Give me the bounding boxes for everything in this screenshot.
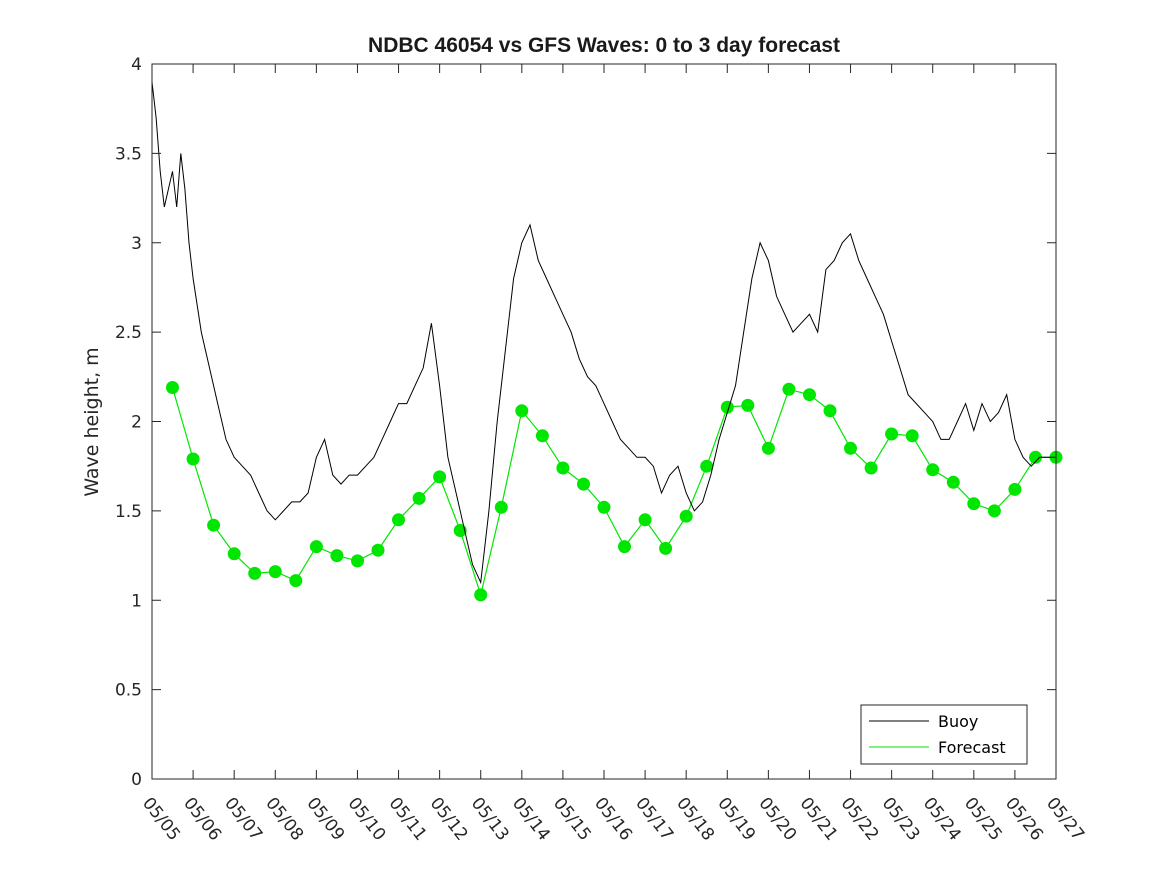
forecast-point bbox=[494, 500, 508, 514]
forecast-point bbox=[268, 565, 282, 579]
forecast-point bbox=[330, 549, 344, 563]
y-tick-label: 0 bbox=[131, 770, 142, 790]
forecast-point bbox=[967, 497, 981, 511]
forecast-point bbox=[1008, 482, 1022, 496]
forecast-point bbox=[392, 513, 405, 527]
legend-buoy-label: Buoy bbox=[938, 712, 978, 731]
forecast-point bbox=[166, 381, 179, 394]
forecast-point bbox=[289, 574, 303, 588]
y-tick-label: 3.5 bbox=[115, 144, 142, 164]
forecast-point bbox=[371, 543, 385, 557]
y-axis-label: Wave height, m bbox=[81, 347, 103, 496]
forecast-point bbox=[618, 540, 631, 554]
y-axis: 0 0.5 1 1.5 2 2.5 3 3.5 4 bbox=[115, 55, 1056, 790]
y-tick-label: 2.5 bbox=[115, 323, 142, 343]
forecast-point bbox=[1029, 450, 1042, 464]
legend-box bbox=[860, 704, 1028, 765]
y-tick-label: 3 bbox=[131, 234, 142, 254]
forecast-point bbox=[515, 404, 529, 418]
forecast-point bbox=[535, 429, 549, 443]
chart-title: NDBC 46054 vs GFS Waves: 0 to 3 day fore… bbox=[368, 34, 840, 57]
legend-forecast-label: Forecast bbox=[938, 738, 1006, 757]
forecast-point bbox=[351, 554, 364, 568]
forecast-point bbox=[577, 477, 590, 491]
forecast-point bbox=[864, 461, 878, 475]
forecast-point bbox=[207, 518, 221, 532]
forecast-point bbox=[433, 470, 447, 484]
forecast-point bbox=[474, 588, 488, 602]
legend: Buoy Forecast bbox=[860, 704, 1028, 765]
forecast-point bbox=[700, 459, 714, 473]
forecast-point bbox=[659, 541, 673, 555]
y-tick-label: 4 bbox=[131, 55, 142, 75]
forecast-point bbox=[782, 382, 796, 396]
forecast-point bbox=[905, 429, 919, 443]
buoy-series bbox=[151, 81, 1056, 585]
forecast-point bbox=[638, 513, 652, 527]
forecast-series bbox=[166, 381, 1063, 602]
forecast-point bbox=[720, 400, 734, 414]
forecast-point bbox=[227, 547, 241, 561]
y-tick-label: 2 bbox=[131, 413, 142, 433]
y-tick-label: 1.5 bbox=[115, 502, 142, 522]
forecast-point bbox=[987, 504, 1001, 518]
forecast-point bbox=[412, 491, 426, 505]
forecast-point bbox=[761, 441, 775, 455]
forecast-point bbox=[597, 500, 611, 514]
buoy-line bbox=[151, 81, 1056, 585]
forecast-point bbox=[926, 463, 940, 477]
y-tick-label: 0.5 bbox=[115, 681, 142, 701]
forecast-point bbox=[741, 398, 755, 412]
forecast-point bbox=[309, 540, 323, 554]
forecast-point bbox=[248, 566, 262, 580]
y-tick-label: 1 bbox=[131, 591, 142, 611]
forecast-point bbox=[679, 509, 693, 523]
forecast-point bbox=[803, 388, 816, 402]
forecast-point bbox=[823, 404, 837, 418]
forecast-point bbox=[844, 441, 857, 455]
forecast-point bbox=[556, 461, 570, 475]
forecast-point bbox=[885, 427, 899, 441]
forecast-point bbox=[946, 475, 960, 489]
forecast-point bbox=[186, 452, 200, 466]
